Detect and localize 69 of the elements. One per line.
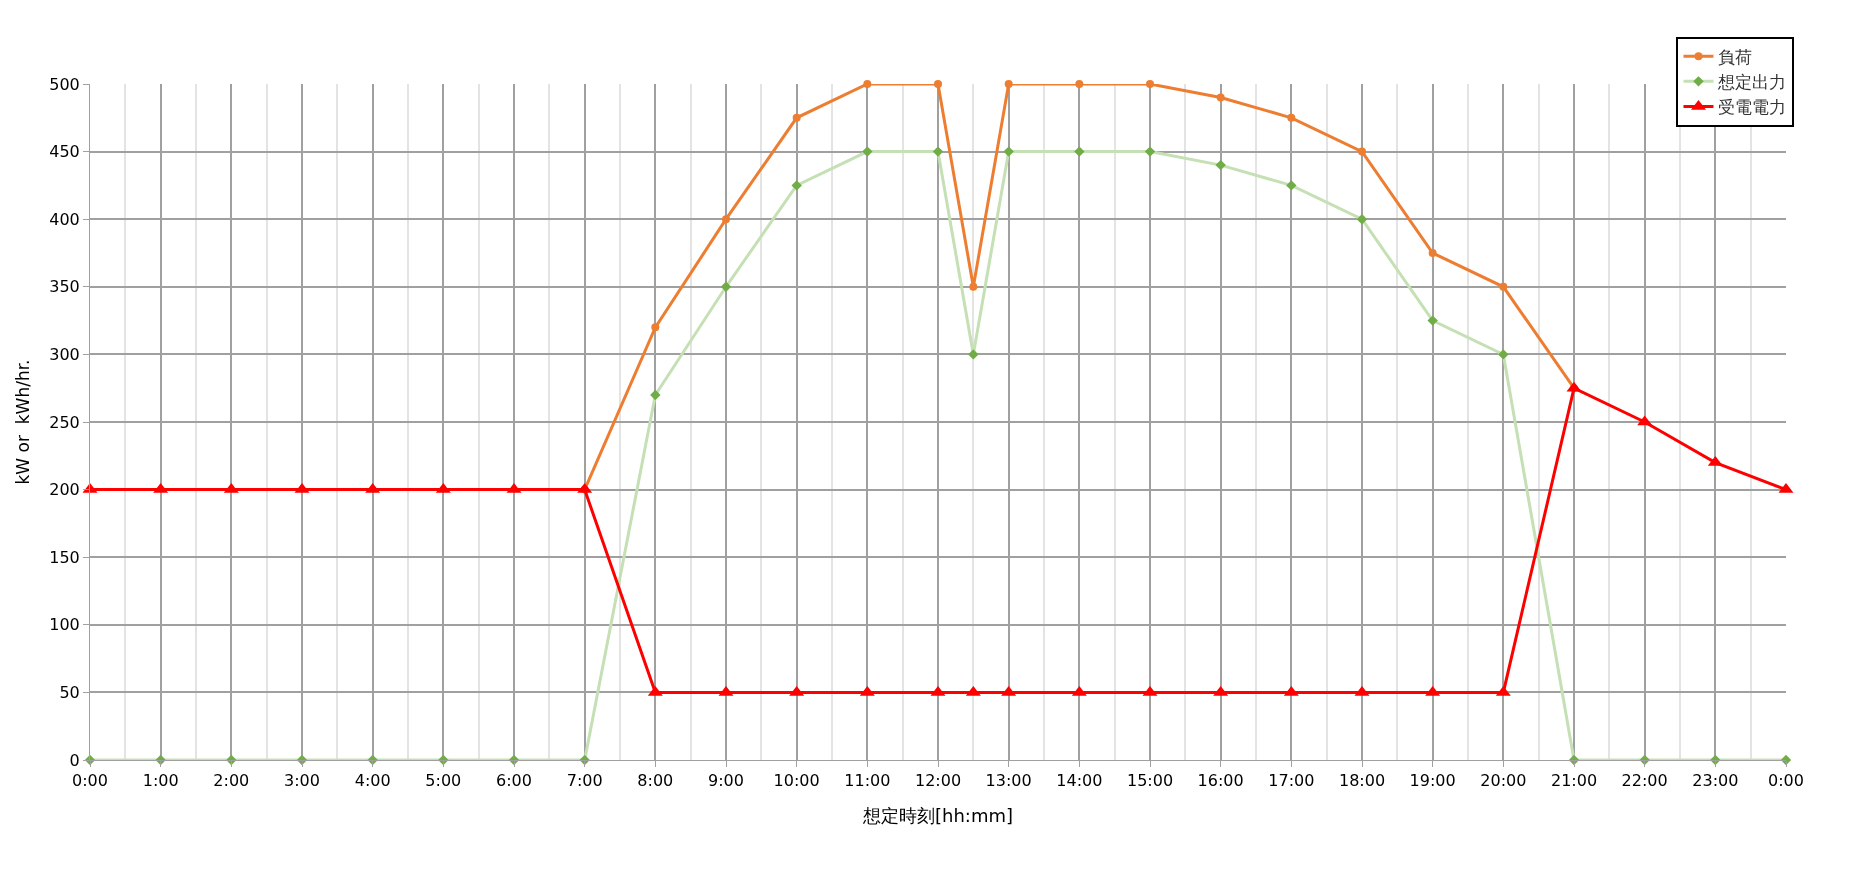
point [932,146,944,157]
x-tick-label: 9:00 [708,771,744,791]
point [863,80,872,88]
x-tick-label: 14:00 [1056,771,1103,791]
x-tick-label: 21:00 [1550,771,1598,791]
point [1003,146,1014,157]
x-tick-label: 8:00 [637,771,674,791]
y-tick-label: 300 [49,345,80,364]
x-tick-label: 13:00 [985,771,1032,791]
x-tick-label: 3:00 [284,771,320,791]
point [1358,147,1366,156]
x-tick-label: 19:00 [1409,771,1456,791]
y-tick-label: 50 [59,683,80,702]
x-tick-label: 10:00 [773,771,820,791]
point [792,113,801,122]
y-tick-label: 150 [49,547,80,567]
legend-label: 想定出力 [1717,71,1787,92]
x-tick-label: 7:00 [566,771,603,791]
point [1356,214,1368,225]
x-tick-label: 12:00 [914,771,962,791]
legend-label: 負荷 [1718,46,1753,67]
point [969,282,978,291]
y-tick-label: 0 [69,750,80,770]
point [720,281,732,292]
x-tick-label: 4:00 [354,771,391,791]
point [1216,93,1225,102]
x-tick-label: 15:00 [1126,771,1174,791]
x-tick-label: 22:00 [1621,771,1668,791]
point [1287,113,1296,122]
y-tick-label: 250 [49,412,80,432]
point [1146,80,1154,88]
point [934,80,942,88]
x-tick-label: 1:00 [142,771,179,791]
x-tick-label: 18:00 [1338,771,1386,791]
y-tick-label: 100 [49,615,80,635]
y-axis-title: kW or kWh/hr. [12,359,33,485]
x-tick-label: 2:00 [213,771,250,791]
point [1286,180,1297,191]
x-tick-label: 6:00 [496,771,532,791]
legend-label: 受電電力 [1718,97,1787,118]
y-tick-label: 400 [49,209,80,229]
x-tick-label: 0:00 [72,771,108,791]
point [1215,159,1226,171]
y-tick-label: 350 [49,277,80,297]
point [650,389,661,401]
y-tick-label: 450 [49,142,80,162]
x-tick-label: 11:00 [844,771,891,791]
point [1427,315,1438,326]
point [1144,146,1156,157]
x-tick-label: 0:00 [1768,771,1804,791]
point [1499,282,1508,291]
x-tick-label: 16:00 [1197,771,1244,791]
point [1074,146,1085,157]
point [968,349,979,360]
x-tick-label: 20:00 [1480,771,1527,791]
point [1075,80,1084,88]
x-tick-label: 23:00 [1692,771,1739,791]
point [1428,249,1437,257]
point [791,180,802,191]
y-tick-label: 500 [49,74,80,94]
x-tick-label: 5:00 [425,771,462,791]
point [1004,80,1013,88]
point [651,323,660,332]
x-tick-label: 17:00 [1268,771,1315,791]
point [862,146,873,157]
point [1498,349,1509,360]
y-tick-label: 200 [49,480,80,500]
point [722,215,730,224]
x-axis-title: 想定時刻[hh:mm] [862,805,1013,827]
